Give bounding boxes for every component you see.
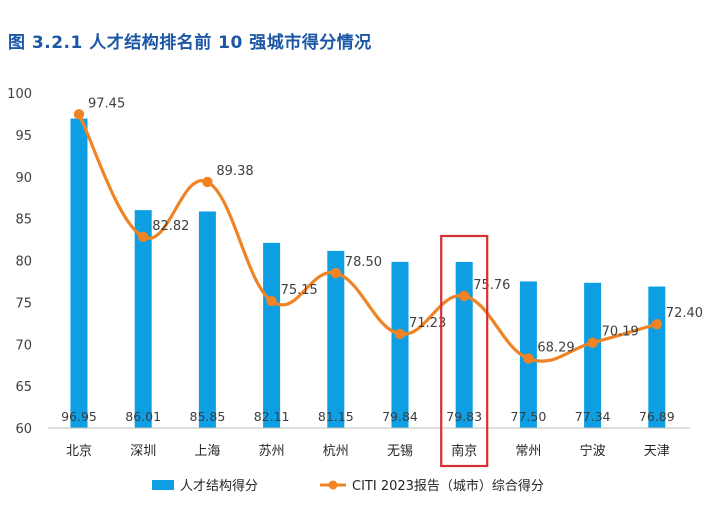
line-value-label: 72.40 [666, 306, 703, 321]
bar-value-label: 96.95 [61, 409, 97, 424]
highlight-box [440, 234, 489, 468]
line-point [138, 231, 149, 243]
line-point [330, 267, 341, 279]
line-point [266, 295, 277, 307]
x-tick-label: 天津 [644, 444, 670, 459]
line-value-label: 75.76 [473, 278, 510, 293]
line-point [202, 176, 213, 188]
line-point [394, 328, 406, 340]
x-tick-label: 无锡 [387, 444, 413, 459]
bar-value-label: 81.15 [318, 409, 354, 424]
line-value-label: 68.29 [537, 341, 574, 356]
legend-line-marker [328, 480, 338, 490]
line-point [523, 353, 534, 364]
line-series [77, 112, 659, 363]
line-point [459, 290, 470, 302]
bar [327, 250, 345, 428]
line-point [651, 318, 662, 330]
x-tick-label: 上海 [194, 444, 220, 459]
x-tick-label: 杭州 [323, 444, 349, 459]
bar [648, 286, 666, 428]
line-point [73, 109, 85, 120]
bar [70, 118, 88, 428]
y-tick-label: 100 [7, 87, 32, 102]
legend-bar-swatch [152, 480, 174, 490]
x-tick-label: 深圳 [130, 444, 156, 459]
bar [584, 282, 602, 428]
bar [134, 210, 152, 428]
x-tick-label: 南京 [451, 443, 477, 459]
bar [198, 211, 216, 428]
line-value-label: 97.45 [88, 96, 125, 111]
line-point [587, 337, 598, 348]
bar-value-label: 79.84 [382, 409, 418, 424]
line-value-label: 89.38 [216, 164, 253, 179]
legend-line-label: CITI 2023报告（城市）综合得分 [352, 478, 544, 494]
line-value-label: 82.82 [152, 219, 189, 234]
y-tick-label: 90 [15, 171, 32, 186]
y-tick-label: 95 [15, 129, 32, 144]
y-tick-label: 85 [15, 213, 32, 228]
line-value-label: 75.15 [281, 283, 318, 298]
y-tick-label: 80 [15, 255, 32, 270]
bar-value-label: 85.85 [190, 409, 226, 424]
line-value-label: 78.50 [345, 255, 382, 270]
bar-value-label: 77.34 [575, 409, 611, 424]
chart-title: 图 3.2.1 人才结构排名前 10 强城市得分情况 [8, 33, 372, 53]
x-tick-label: 宁波 [580, 443, 606, 459]
line-value-label: 70.19 [602, 325, 639, 340]
bar [391, 261, 409, 428]
bar [455, 261, 473, 428]
line-value-label: 71.23 [409, 316, 446, 331]
y-tick-label: 65 [15, 380, 32, 395]
legend-bar-label: 人才结构得分 [180, 478, 258, 494]
x-tick-label: 苏州 [259, 443, 285, 459]
bar-value-label: 77.50 [511, 409, 547, 424]
x-tick-label: 北京 [66, 444, 92, 459]
bar-value-label: 86.01 [125, 409, 161, 424]
y-tick-label: 75 [15, 296, 32, 311]
x-tick-label: 常州 [515, 444, 541, 459]
bar-value-label: 79.83 [446, 409, 482, 424]
bar [263, 242, 281, 428]
y-tick-label: 70 [15, 338, 32, 353]
y-tick-label: 60 [15, 422, 32, 437]
bar-value-label: 76.89 [639, 409, 675, 424]
bar-value-label: 82.11 [254, 409, 290, 424]
